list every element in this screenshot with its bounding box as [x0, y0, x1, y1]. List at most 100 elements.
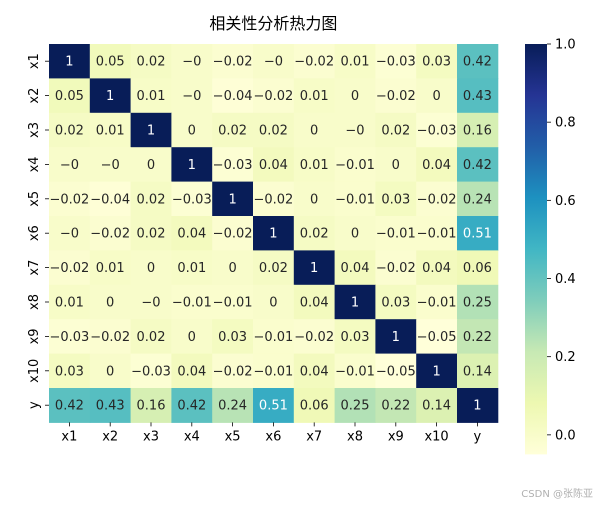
- heatmap-cell: [334, 284, 376, 320]
- cell-value-label: −0.02: [90, 227, 130, 242]
- x-tick-labels: x1 x2 x3 x4 x5 x6 x7 x8 x9 x10 y: [61, 422, 482, 444]
- cell-value-label: −0.02: [49, 261, 89, 276]
- heatmap-cell: [253, 388, 295, 423]
- cell-value-label: −0.02: [253, 192, 293, 207]
- cell-value-label: −0: [345, 124, 364, 139]
- cell-value-label: 0: [228, 261, 236, 276]
- y-tick-label: x5: [27, 191, 42, 207]
- heatmap-cell: [416, 147, 458, 183]
- heatmap-cell: [293, 284, 336, 320]
- heatmap-cell: [375, 78, 417, 114]
- cell-value-label: 0.43: [463, 89, 492, 104]
- heatmap-cell: [212, 284, 254, 320]
- cell-value-label: 1: [188, 158, 196, 173]
- heatmap-cell: [375, 388, 417, 423]
- cell-value-label: 0.42: [463, 55, 492, 70]
- y-tick-labels: x1 x2 x3 x4 x5 x6 x7 x8 x9 x10 y: [27, 53, 49, 409]
- cell-value-label: 0.03: [341, 330, 370, 345]
- cell-value-label: 1: [269, 227, 277, 242]
- watermark: CSDN @张陈亚: [521, 489, 593, 500]
- cell-value-label: 0.01: [137, 89, 166, 104]
- heatmap-cell: [212, 388, 254, 423]
- heatmap-cell: [253, 112, 295, 148]
- cell-value-label: 0.51: [463, 227, 492, 242]
- heatmap-cell: [375, 112, 417, 148]
- cell-value-label: 0.03: [381, 296, 410, 311]
- cell-value-label: −0.01: [417, 296, 457, 311]
- heatmap-cell: [375, 353, 417, 389]
- cell-value-label: 0.04: [259, 158, 288, 173]
- cell-value-label: −0.03: [376, 55, 416, 70]
- heatmap-cell: [457, 44, 499, 79]
- heatmap-cell: [416, 44, 458, 79]
- cell-value-label: 0.02: [218, 124, 247, 139]
- heatmap-cell: [457, 112, 499, 148]
- cell-value-label: 0.02: [259, 124, 288, 139]
- heatmap-cell: [253, 216, 295, 251]
- heatmap-cell: [49, 78, 91, 114]
- heatmap-cell: [171, 216, 213, 251]
- heatmap-cell: [416, 250, 458, 286]
- heatmap-cell: [212, 319, 254, 355]
- heatmap-cell: [416, 353, 458, 389]
- heatmap-cell: [293, 216, 336, 251]
- heatmap-cell: [293, 388, 336, 423]
- heatmap-cell: [253, 78, 295, 114]
- heatmap-cell: [49, 181, 91, 217]
- colorbar-tick-label: 0.6: [555, 194, 576, 209]
- heatmap-cell: [130, 44, 172, 79]
- x-tick-label: x9: [388, 429, 404, 444]
- heatmap-cell: [171, 284, 213, 320]
- cell-value-label: −0.05: [376, 364, 416, 379]
- cell-value-label: 0.25: [463, 296, 492, 311]
- heatmap-cell: [171, 44, 213, 79]
- cell-value-label: 0.22: [463, 330, 492, 345]
- heatmap-cell: [253, 319, 295, 355]
- cell-value-label: 0.24: [218, 399, 247, 414]
- cell-value-label: 0.04: [422, 158, 451, 173]
- x-tick-label: x1: [61, 429, 77, 444]
- cell-value-label: 0: [432, 89, 440, 104]
- heatmap-cell: [89, 353, 132, 389]
- cell-value-label: −0.04: [90, 192, 130, 207]
- heatmap-cell: [212, 353, 254, 389]
- heatmap-cell: [49, 216, 91, 251]
- y-tick-label: x1: [27, 53, 42, 69]
- x-tick-label: y: [474, 429, 482, 444]
- heatmap-cell: [49, 388, 91, 423]
- heatmap-cell: [334, 216, 376, 251]
- cell-value-label: 0.43: [96, 399, 125, 414]
- cell-value-label: 0.02: [137, 192, 166, 207]
- cell-value-label: 0.01: [55, 296, 84, 311]
- heatmap-cell: [49, 353, 91, 389]
- cell-value-label: 0: [310, 124, 318, 139]
- heatmap-cell: [89, 112, 132, 148]
- cell-value-label: −0.02: [294, 330, 334, 345]
- cell-value-label: 0.04: [177, 364, 206, 379]
- heatmap-cell: [130, 388, 172, 423]
- y-tick-label: y: [27, 401, 42, 409]
- heatmap-cell: [89, 181, 132, 217]
- cell-value-label: 1: [310, 261, 318, 276]
- heatmap-cell: [334, 112, 376, 148]
- cell-value-label: −0.03: [172, 192, 212, 207]
- heatmap-cell: [171, 112, 213, 148]
- colorbar-tick-label: 0.0: [555, 428, 576, 443]
- heatmap-cell: [89, 388, 132, 423]
- x-tick-label: x7: [306, 429, 322, 444]
- heatmap-cell: [130, 284, 172, 320]
- cell-value-label: −0.03: [49, 330, 89, 345]
- heatmap-cell: [89, 44, 132, 79]
- colorbar-ticks: 0.0 0.2 0.4 0.6 0.8 1.0: [547, 38, 576, 443]
- heatmap-cell: [375, 216, 417, 251]
- cell-value-label: 0.42: [55, 399, 84, 414]
- cell-value-label: 1: [473, 399, 481, 414]
- heatmap-cell: [375, 284, 417, 320]
- cell-value-label: −0.03: [131, 364, 171, 379]
- cell-value-label: 0.03: [218, 330, 247, 345]
- heatmap-cell: [253, 44, 295, 79]
- cell-value-label: −0.01: [335, 158, 375, 173]
- heatmap-cell: [89, 147, 132, 183]
- cell-value-label: −0: [182, 89, 201, 104]
- cell-value-label: 1: [432, 364, 440, 379]
